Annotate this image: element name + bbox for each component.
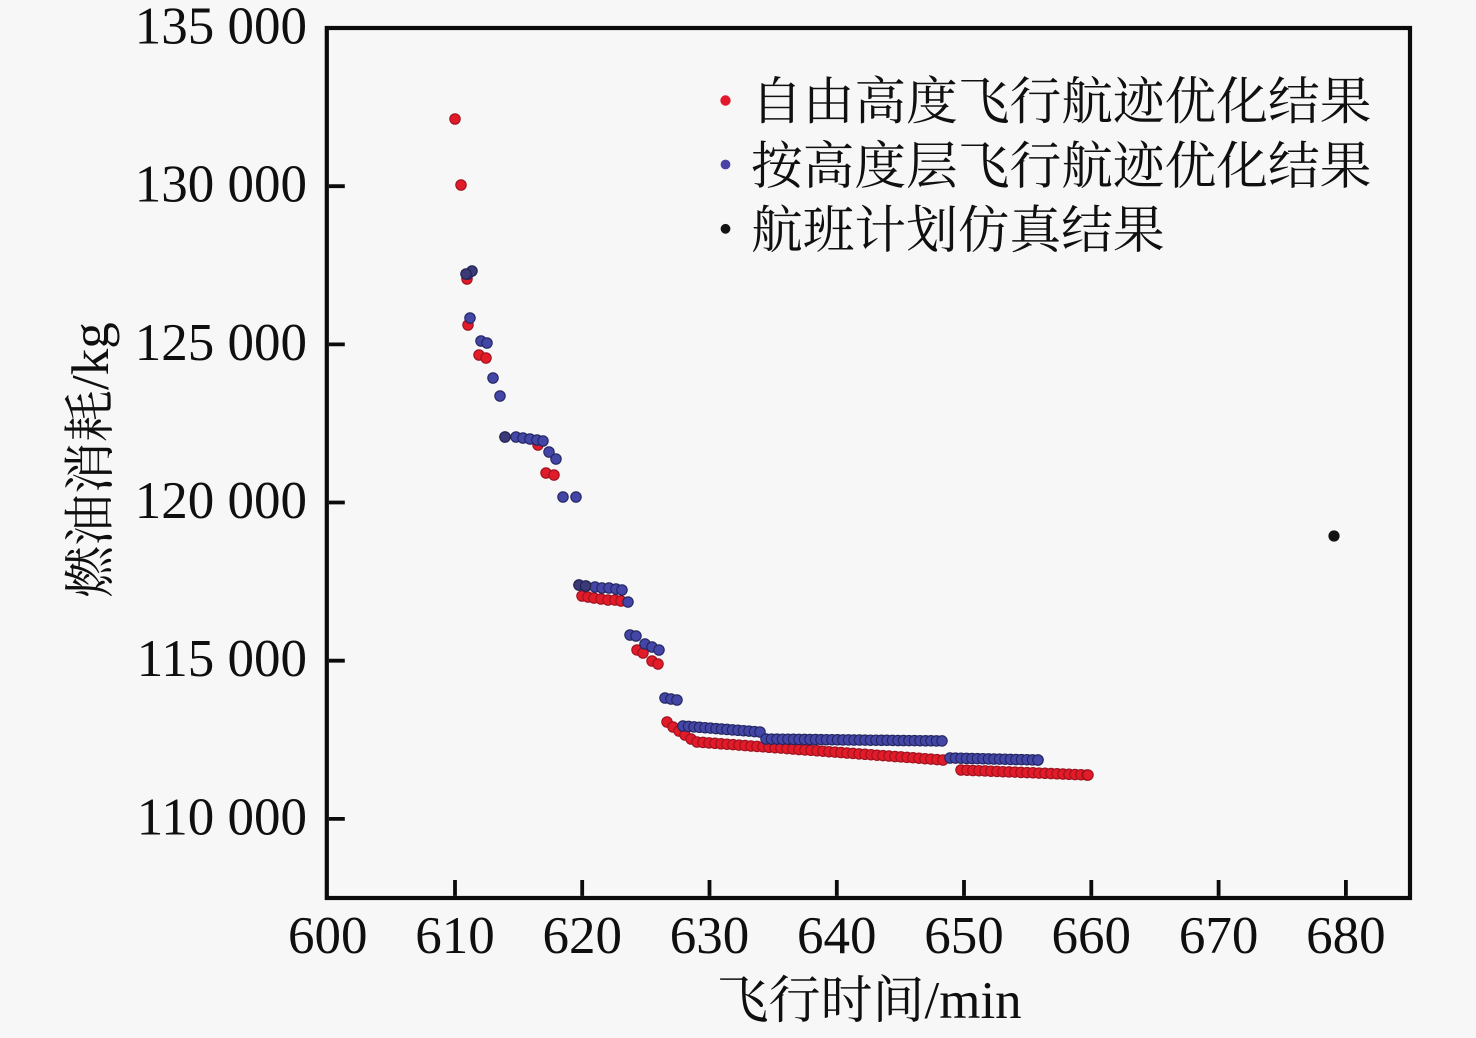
svg-text:600: 600 — [288, 907, 368, 965]
svg-text:120 000: 120 000 — [135, 472, 307, 530]
svg-text:610: 610 — [415, 907, 495, 965]
svg-text:620: 620 — [542, 907, 622, 965]
svg-text:680: 680 — [1306, 907, 1386, 965]
svg-text:135 000: 135 000 — [135, 0, 307, 56]
svg-text:630: 630 — [670, 907, 750, 965]
svg-text:660: 660 — [1052, 907, 1132, 965]
svg-text:670: 670 — [1179, 907, 1259, 965]
svg-text:110 000: 110 000 — [137, 788, 307, 846]
svg-text:125 000: 125 000 — [135, 314, 307, 372]
svg-text:640: 640 — [797, 907, 877, 965]
svg-text:130 000: 130 000 — [135, 156, 307, 214]
svg-text:/kg: /kg — [62, 322, 120, 390]
svg-text:/min: /min — [925, 972, 1022, 1030]
svg-text:650: 650 — [924, 907, 1004, 965]
svg-text:115 000: 115 000 — [137, 630, 307, 688]
